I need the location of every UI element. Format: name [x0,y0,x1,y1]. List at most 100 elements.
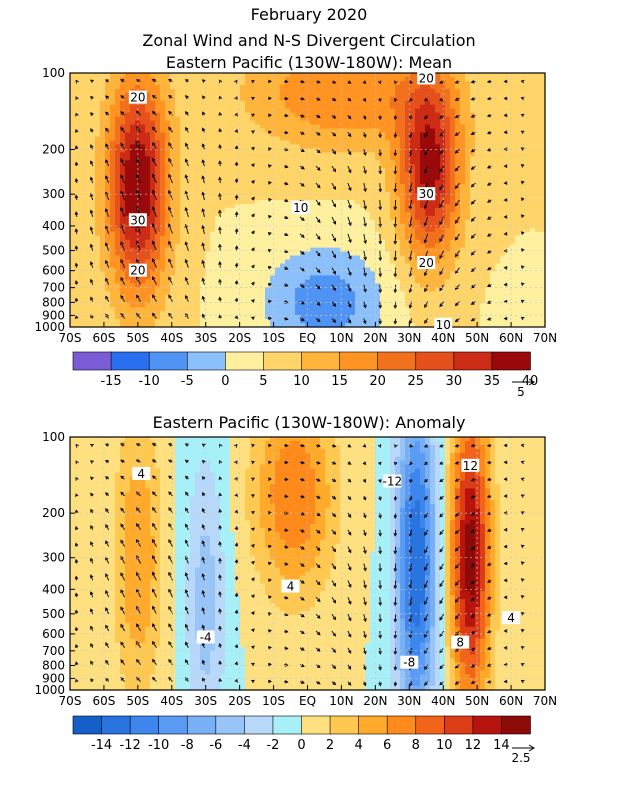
contour-cell [525,188,531,193]
contour-cell [150,271,156,277]
contour-cell [135,243,141,249]
contour-cell [485,275,491,280]
contour-cell [425,247,431,253]
contour-cell [355,227,361,233]
contour-cell [475,160,481,165]
contour-cell [375,184,381,189]
contour-cell [370,219,376,225]
contour-cell [365,263,371,269]
contour-cell [120,251,126,257]
contour-cell [325,227,331,233]
contour-cell [230,188,236,193]
contour-cell [245,223,251,229]
contour-cell [195,259,201,265]
contour-cell [345,235,351,241]
contour-cell [275,96,281,102]
contour-cell [110,108,116,114]
contour-cell [490,100,496,106]
contour-cell [165,231,171,237]
contour-cell [330,251,336,257]
contour-cell [205,259,211,265]
contour-cell [535,211,541,217]
contour-cell [430,251,436,257]
contour-cell [510,275,516,280]
contour-cell [175,251,181,257]
contour-cell [75,136,81,142]
contour-cell [265,100,271,106]
contour-cell [190,76,196,82]
contour-cell [155,136,161,142]
contour-cell [400,203,406,209]
contour-cell [190,132,196,138]
contour-cell [385,275,391,280]
contour-cell [260,188,266,193]
contour-cell [325,200,331,205]
contour-cell [310,73,316,78]
contour-cell [165,100,171,106]
contour-cell [385,73,391,78]
contour-cell [480,227,486,233]
contour-cell [495,259,501,265]
contour-cell [455,215,461,221]
contour-cell [530,192,536,197]
contour-cell [205,176,211,181]
contour-cell [360,84,366,90]
contour-cell [335,144,341,150]
contour-cell [95,136,101,142]
contour-cell [430,168,436,173]
contour-cell [515,192,521,197]
contour-cell [220,200,226,205]
contour-cell [490,160,496,165]
contour-cell [345,267,351,273]
contour-cell [210,104,216,110]
contour-cell [280,124,286,130]
contour-cell [75,108,81,114]
contour-cell [225,148,231,153]
contour-cell [185,215,191,221]
contour-cell [130,235,136,241]
contour-cell [80,267,86,273]
contour-cell [480,215,486,221]
contour-cell [360,116,366,122]
contour-cell [210,132,216,138]
contour-cell [85,76,91,82]
contour-cell [465,108,471,114]
contour-cell [410,168,416,173]
contour-cell [325,172,331,177]
contour-cell [180,263,186,269]
contour-cell [145,124,151,130]
contour-cell [345,275,351,280]
contour-cell [70,259,76,265]
contour-cell [215,271,221,277]
contour-cell [240,223,246,229]
contour-cell [295,255,301,261]
contour-cell [405,184,411,189]
contour-cell [250,211,256,217]
contour-cell [210,267,216,273]
contour-cell [235,184,241,189]
contour-cell [80,271,86,277]
contour-cell [355,136,361,142]
contour-cell [70,263,76,269]
contour-cell [90,80,96,86]
contour-cell [150,231,156,237]
contour-cell [495,148,501,153]
contour-cell [490,255,496,261]
contour-cell [490,192,496,197]
contour-cell [385,124,391,130]
contour-cell [120,192,126,197]
contour-cell [270,96,276,102]
contour-cell [335,116,341,122]
contour-cell [315,227,321,233]
contour-cell [450,140,456,146]
contour-cell [180,120,186,126]
contour-cell [330,219,336,225]
contour-cell [180,231,186,237]
contour-cell [255,231,261,237]
contour-cell [470,172,476,177]
contour-cell [170,207,176,213]
contour-cell [255,73,261,78]
contour-cell [290,172,296,177]
contour-cell [365,164,371,169]
contour-cell [295,144,301,150]
